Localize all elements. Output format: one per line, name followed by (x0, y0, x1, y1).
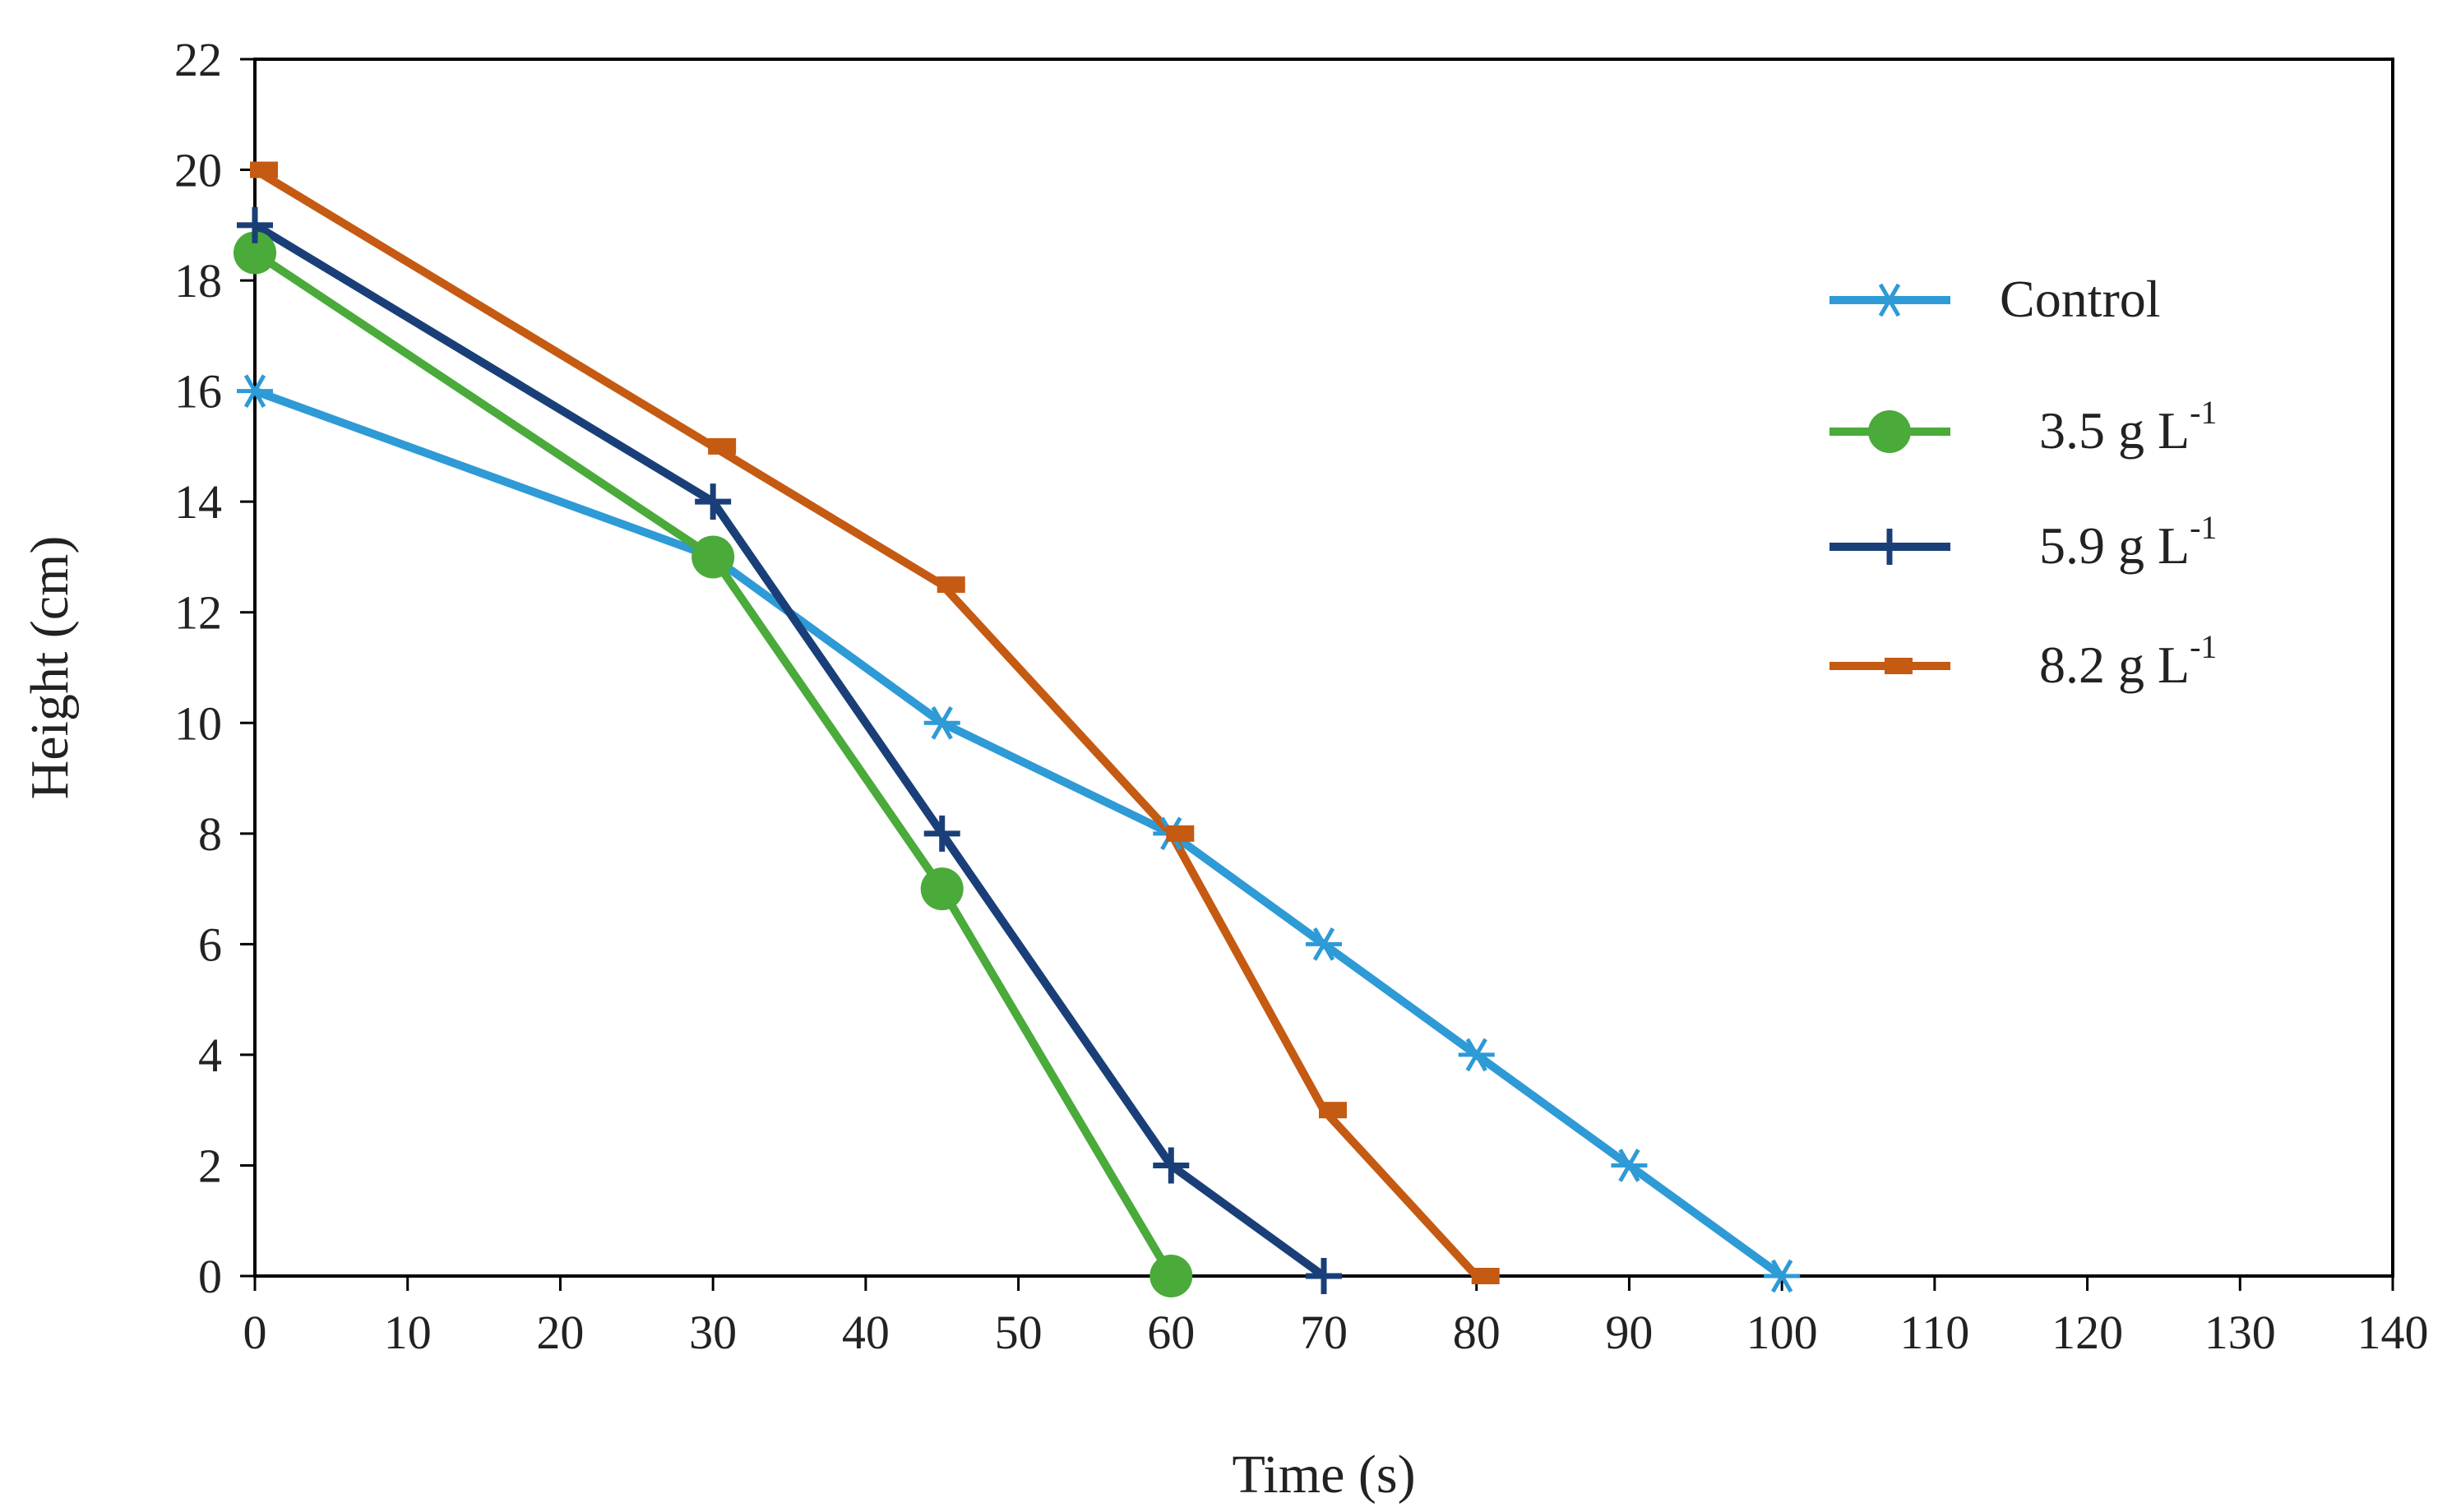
y-axis-ticks: 0 2 4 6 8 10 12 14 16 18 20 22 (174, 33, 255, 1303)
data-point-2-3 (1153, 1147, 1190, 1184)
legend-marker (1871, 283, 1908, 317)
legend-item-3: 8.2 g L-1 (1829, 628, 2217, 694)
data-point-0-2 (923, 705, 960, 740)
x-tick-label: 110 (1899, 1306, 1969, 1359)
x-tick-label: 120 (2052, 1306, 2123, 1359)
y-tick-label: 8 (198, 807, 222, 861)
x-tick-label: 60 (1147, 1306, 1195, 1359)
data-point-2-2 (923, 815, 960, 852)
x-tick-label: 0 (243, 1306, 267, 1359)
x-axis-title: Time (s) (1232, 1445, 1415, 1505)
x-tick-label: 130 (2204, 1306, 2276, 1359)
data-point-3-4 (1319, 1102, 1347, 1119)
legend: Control 3.5 g L-1 5.9 g L-1 8.2 g L-1 (1829, 270, 2217, 694)
y-tick-label: 18 (174, 254, 222, 307)
series-markers (234, 161, 1801, 1297)
data-point-0-4 (1306, 927, 1342, 961)
data-point-1-0 (234, 231, 276, 275)
data-point-0-7 (1764, 1259, 1801, 1293)
plot-area (253, 58, 2394, 1278)
x-tick-label: 70 (1300, 1306, 1348, 1359)
x-tick-label: 90 (1605, 1306, 1653, 1359)
data-point-1-3 (1149, 1255, 1193, 1297)
data-point-1-2 (920, 867, 964, 911)
x-tick-label: 100 (1746, 1306, 1818, 1359)
y-tick-label: 0 (198, 1250, 222, 1303)
x-tick-label: 40 (842, 1306, 890, 1359)
data-point-3-2 (937, 576, 965, 594)
y-tick-label: 16 (174, 365, 222, 418)
data-point-2-0 (237, 206, 273, 243)
data-point-0-5 (1458, 1038, 1495, 1072)
legend-marker (1868, 410, 1911, 453)
legend-label: 5.9 g L-1 (2039, 509, 2217, 575)
legend-item-2: 5.9 g L-1 (1829, 509, 2217, 575)
x-tick-label: 80 (1453, 1306, 1501, 1359)
data-point-0-6 (1611, 1149, 1648, 1182)
legend-marker (1885, 658, 1913, 674)
data-point-3-5 (1471, 1268, 1500, 1284)
legend-label: 3.5 g L-1 (2039, 394, 2217, 460)
x-axis-ticks: 0 10 20 30 40 50 60 70 80 90 100 110 120 130 140 (243, 1276, 2429, 1359)
y-tick-label: 12 (174, 586, 222, 640)
x-tick-label: 50 (995, 1306, 1043, 1359)
x-tick-label: 10 (384, 1306, 432, 1359)
data-point-1-1 (692, 535, 735, 579)
y-tick-label: 10 (174, 696, 222, 750)
x-tick-label: 30 (689, 1306, 737, 1359)
data-point-0-0 (237, 374, 273, 408)
x-tick-label: 140 (2357, 1306, 2429, 1359)
legend-item-1: 3.5 g L-1 (1829, 394, 2217, 460)
y-tick-label: 22 (174, 33, 222, 86)
data-point-3-1 (708, 437, 737, 455)
y-axis-title: Height (cm) (20, 536, 80, 800)
legend-marker (1871, 529, 1908, 565)
y-tick-label: 14 (174, 475, 222, 529)
data-point-2-4 (1306, 1258, 1342, 1294)
data-point-3-3 (1166, 825, 1195, 842)
y-tick-label: 6 (198, 918, 222, 971)
y-tick-label: 20 (174, 144, 222, 197)
series-line-0 (251, 386, 1787, 1280)
data-point-2-1 (695, 483, 732, 520)
legend-label: Control (2000, 270, 2161, 328)
series-line-3 (251, 165, 1481, 1280)
series-line-1 (251, 248, 1176, 1280)
legend-item-0: Control (1829, 270, 2161, 328)
x-tick-label: 20 (536, 1306, 584, 1359)
data-point-3-0 (250, 161, 278, 178)
y-tick-label: 2 (198, 1139, 222, 1192)
y-tick-label: 4 (198, 1029, 222, 1082)
legend-label: 8.2 g L-1 (2039, 628, 2217, 694)
